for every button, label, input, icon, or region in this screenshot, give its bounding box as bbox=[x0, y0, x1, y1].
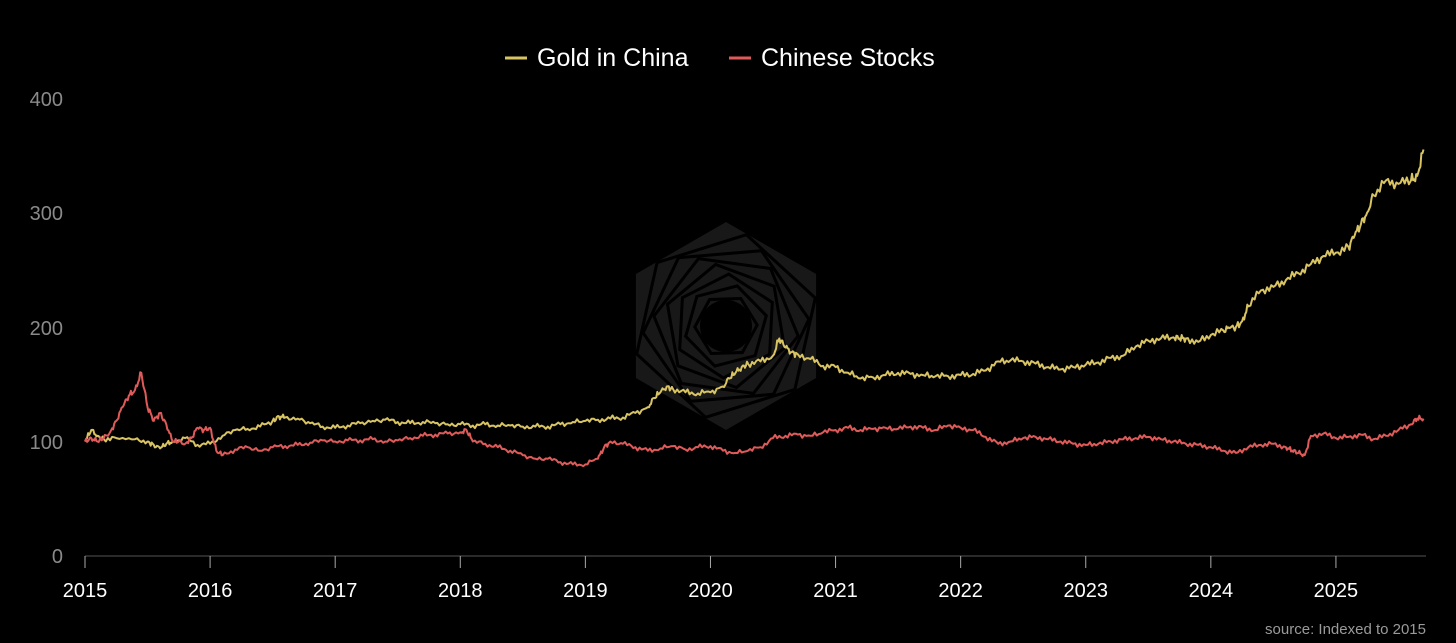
watermark-swirl-ring bbox=[684, 284, 768, 368]
x-tick-label: 2025 bbox=[1314, 580, 1359, 602]
x-tick-label: 2021 bbox=[813, 580, 858, 602]
x-tick-label: 2015 bbox=[63, 580, 108, 602]
watermark-logo bbox=[635, 222, 817, 430]
watermark-center bbox=[700, 300, 752, 352]
x-tick-label: 2019 bbox=[563, 580, 608, 602]
watermark-swirl-ring bbox=[678, 272, 774, 380]
series-line-chinese-stocks bbox=[84, 371, 1425, 468]
y-tick-label: 300 bbox=[30, 203, 63, 225]
legend-label-gold: Gold in China bbox=[537, 44, 689, 72]
legend-label-stocks: Chinese Stocks bbox=[761, 44, 935, 72]
x-tick-label: 2022 bbox=[938, 580, 983, 602]
legend: Gold in China Chinese Stocks bbox=[505, 44, 935, 72]
x-tick-label: 2023 bbox=[1063, 580, 1108, 602]
series-line-gold-in-china bbox=[84, 149, 1425, 450]
watermark-swirl-ring bbox=[641, 249, 811, 403]
x-tick-label: 2024 bbox=[1189, 580, 1234, 602]
watermark-swirl-ring bbox=[635, 233, 817, 419]
watermark-swirl-ring bbox=[652, 256, 800, 396]
x-tick-label: 2017 bbox=[313, 580, 358, 602]
series-lines bbox=[84, 149, 1425, 468]
watermark-swirl-ring bbox=[693, 296, 759, 356]
x-tick-label: 2016 bbox=[188, 580, 233, 602]
y-tick-label: 200 bbox=[30, 318, 63, 340]
x-tick-label: 2018 bbox=[438, 580, 483, 602]
y-tick-label: 0 bbox=[52, 546, 63, 568]
y-axis-ticks: 0 100 200 300 400 bbox=[30, 89, 63, 568]
x-tick-label: 2020 bbox=[688, 580, 733, 602]
x-axis-ticks: 2015 2016 2017 2018 2019 2020 2021 2022 2023 2024… bbox=[63, 556, 1358, 602]
y-tick-label: 400 bbox=[30, 89, 63, 111]
source-note: source: Indexed to 2015 bbox=[1265, 621, 1426, 638]
y-tick-label: 100 bbox=[30, 432, 63, 454]
